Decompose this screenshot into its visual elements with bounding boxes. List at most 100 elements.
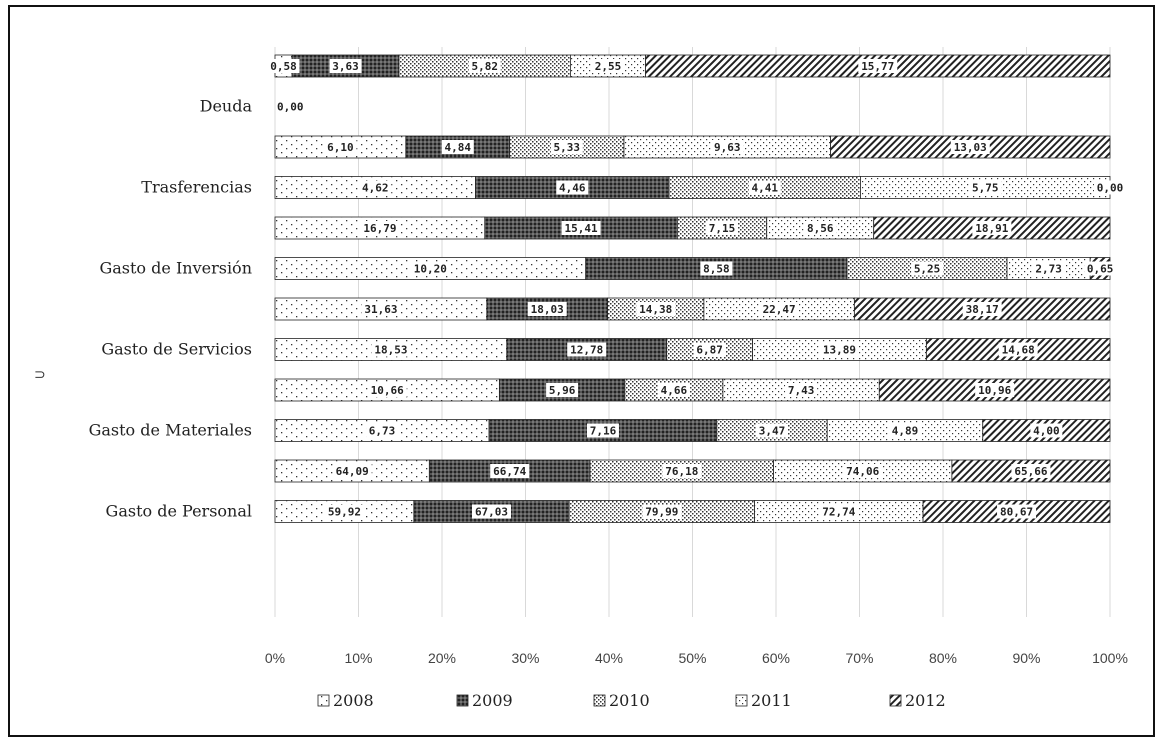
data-label-bg <box>329 59 362 73</box>
data-label: 0,65 <box>1087 263 1114 276</box>
data-label-bg <box>969 180 1002 195</box>
data-label: 31,63 <box>364 303 397 316</box>
data-label-bg <box>527 302 567 316</box>
data-label: 14,38 <box>639 303 672 316</box>
data-label-bg <box>410 261 450 276</box>
data-label: 2,73 <box>1035 263 1062 276</box>
data-label: 10,20 <box>414 263 447 276</box>
data-label: 5,75 <box>972 182 999 195</box>
data-label: 5,33 <box>554 141 581 154</box>
data-label: 9,63 <box>714 141 741 154</box>
data-label-bg <box>759 302 799 316</box>
data-label: 10,66 <box>371 384 404 397</box>
x-tick-label: 100% <box>1092 650 1128 666</box>
data-label-bg <box>359 180 392 195</box>
data-label: 4,41 <box>752 182 779 195</box>
data-label-bg <box>706 221 739 235</box>
data-label: 38,17 <box>966 303 999 316</box>
data-label: 7,16 <box>590 425 617 438</box>
data-label: 80,67 <box>1000 506 1033 519</box>
data-label-bg <box>361 302 401 316</box>
x-tick-label: 60% <box>762 650 790 666</box>
data-label-bg <box>324 140 357 154</box>
data-label: 14,68 <box>1002 344 1035 357</box>
data-label-bg <box>591 59 624 73</box>
category-label: Gasto de Materiales <box>89 421 252 440</box>
data-label-bg <box>819 342 859 357</box>
data-label: 10,96 <box>978 384 1011 397</box>
data-label: 79,99 <box>645 506 678 519</box>
data-label: 74,06 <box>846 465 879 478</box>
chart-frame: 0,58 3,63 5,82 2,55 15,77 0,00 6,10 4,84 5,33 9,6… <box>8 5 1155 737</box>
data-label: 16,79 <box>363 222 396 235</box>
data-label-bg <box>642 504 682 519</box>
legend-label: 2008 <box>333 691 374 710</box>
data-label: 0,00 <box>1097 182 1124 195</box>
data-label-bg <box>636 302 676 316</box>
data-label: 0,58 <box>270 60 297 73</box>
data-label: 8,58 <box>703 263 730 276</box>
x-tick-label: 40% <box>595 650 623 666</box>
data-label: 5,25 <box>914 263 941 276</box>
data-label-bg <box>657 383 690 397</box>
data-label: 4,00 <box>1033 425 1060 438</box>
data-label: 15,77 <box>861 60 894 73</box>
data-label-bg <box>693 342 726 357</box>
category-label: Gasto de Inversión <box>99 259 252 278</box>
data-label-bg <box>1011 464 1051 478</box>
x-tick-label: 80% <box>929 650 957 666</box>
legend-swatch-2011 <box>735 694 748 707</box>
legend-label: 2010 <box>609 691 650 710</box>
data-label: 59,92 <box>328 506 361 519</box>
data-label: 66,74 <box>493 465 526 478</box>
x-tick-label: 30% <box>511 650 539 666</box>
data-label: 18,53 <box>374 344 407 357</box>
data-label-bg <box>556 180 589 195</box>
data-label: 4,66 <box>661 384 688 397</box>
data-label: 76,18 <box>665 465 698 478</box>
data-label-bg <box>748 180 781 195</box>
data-label: 67,03 <box>475 506 508 519</box>
x-tick-label: 50% <box>678 650 706 666</box>
legend-label: 2012 <box>905 691 946 710</box>
data-label: 2,55 <box>595 60 622 73</box>
data-label: 4,46 <box>559 182 586 195</box>
legend: 2008 2009 2010 2011 2012 <box>317 691 946 710</box>
data-label: 4,89 <box>892 425 919 438</box>
data-label-bg <box>711 140 744 154</box>
data-label-bg <box>1030 423 1063 438</box>
data-label-bg <box>366 423 399 438</box>
data-label: 3,47 <box>759 425 786 438</box>
data-label-bg <box>1084 261 1117 276</box>
x-tick-label: 20% <box>428 650 456 666</box>
data-label-bg <box>950 140 990 154</box>
data-label-bg <box>441 140 474 154</box>
data-label-bg <box>756 423 789 438</box>
data-label-bg <box>700 261 733 276</box>
x-tick-label: 0% <box>265 650 285 666</box>
data-label-bg <box>472 504 512 519</box>
data-label: 6,10 <box>327 141 354 154</box>
data-label: 5,82 <box>471 60 498 73</box>
data-label: 18,91 <box>975 222 1008 235</box>
data-label-bg <box>371 342 411 357</box>
data-label-bg <box>858 59 898 73</box>
data-label-bg <box>997 504 1037 519</box>
data-label: 12,78 <box>570 344 603 357</box>
gridlines <box>274 47 1111 617</box>
data-label: 15,41 <box>565 222 598 235</box>
x-tick-label: 90% <box>1012 650 1040 666</box>
data-label-bg <box>267 59 300 73</box>
data-label-bg <box>819 504 859 519</box>
data-label-bg <box>1094 180 1126 195</box>
data-label: 3,63 <box>332 60 359 73</box>
data-label-bg <box>360 221 400 235</box>
data-label: 7,43 <box>788 384 815 397</box>
data-label: 6,73 <box>369 425 396 438</box>
data-label-bg <box>1032 261 1065 276</box>
data-label-bg <box>546 383 579 397</box>
data-label-bg <box>962 302 1002 316</box>
data-label-bg <box>972 221 1012 235</box>
data-label-bg <box>324 504 364 519</box>
category-label: Gasto de Servicios <box>101 340 252 359</box>
